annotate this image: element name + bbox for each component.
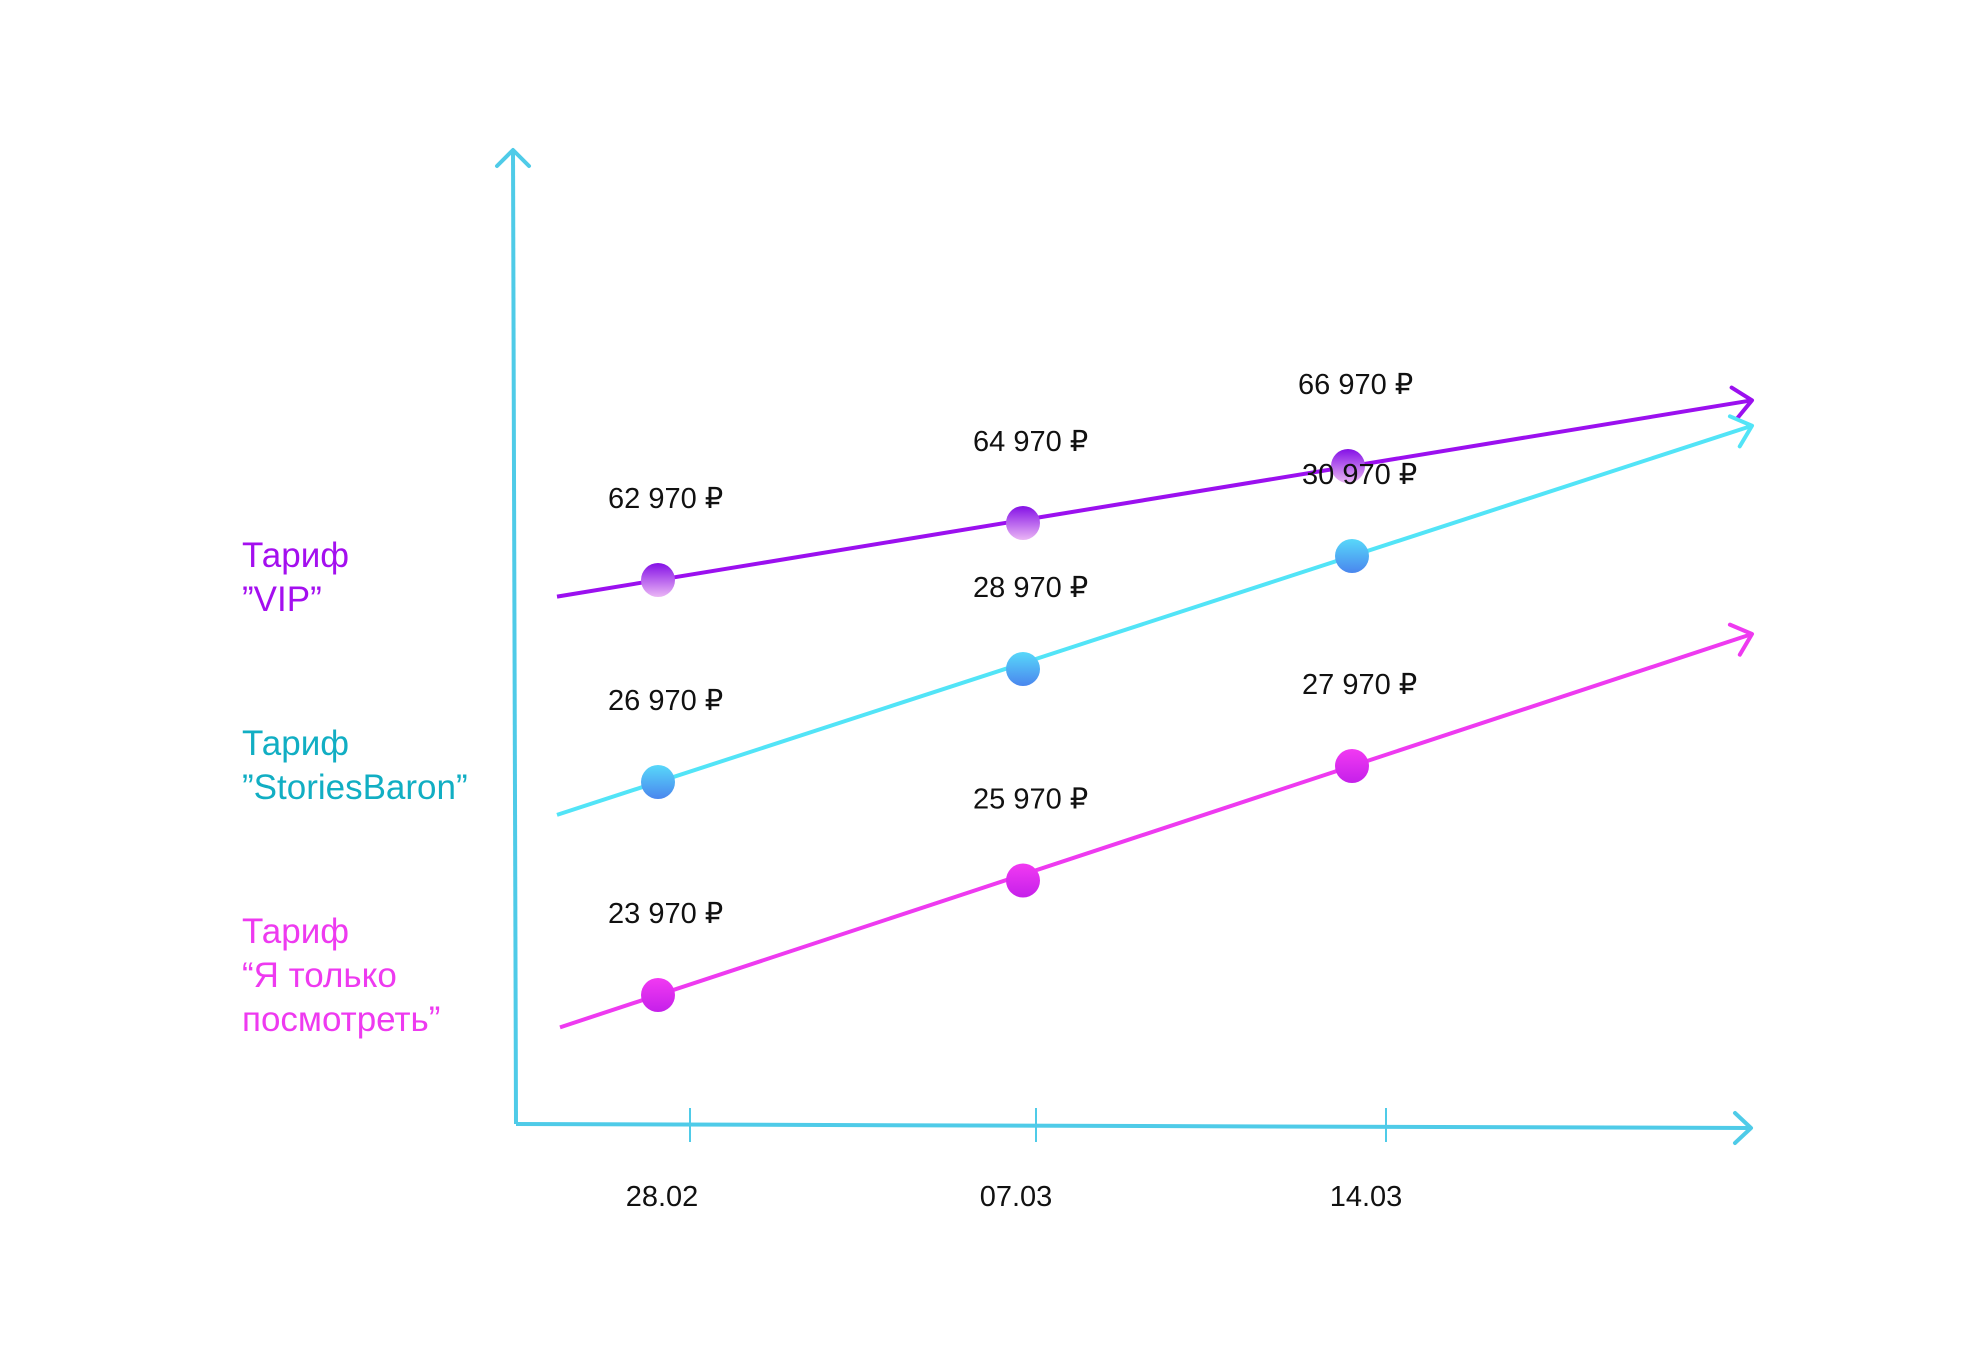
x-tick-label: 07.03 [980,1181,1053,1213]
data-point [641,765,675,799]
series-arrow-0 [1729,385,1754,421]
x-tick-label: 28.02 [626,1181,699,1213]
series-arrow-1 [1727,414,1754,449]
series-label-ya-tolko-posmotret: Тариф “Я только посмотреть” [242,912,441,1039]
data-point [1006,652,1040,686]
series-points [641,449,1369,1012]
data-label: 62 970 ₽ [608,483,723,515]
data-label: 23 970 ₽ [608,898,723,930]
y-axis-line [511,149,518,1125]
data-point [1006,863,1040,898]
x-axis-line [515,1122,1751,1130]
data-label: 26 970 ₽ [608,685,723,717]
series-line-0 [556,398,1753,599]
series-label-storiesbaron: Тариф ”StoriesBaron” [242,724,468,807]
data-point [1006,506,1040,540]
value-labels: 62 970 ₽ 64 970 ₽ 66 970 ₽ 26 970 ₽ 28 970 ₽… [608,369,1417,930]
data-point [1335,749,1369,783]
x-axis-arrow [1733,1111,1753,1145]
y-axis-arrow [495,148,531,168]
data-label: 64 970 ₽ [973,426,1088,458]
data-label: 25 970 ₽ [973,784,1088,816]
axes [495,148,1753,1145]
series-label-vip: Тариф ”VIP” [242,536,350,619]
data-label: 27 970 ₽ [1302,669,1417,701]
series-lines [556,385,1754,1030]
series-arrow-2 [1727,622,1754,657]
data-point [1331,449,1365,483]
data-point [1335,539,1369,573]
data-label: 28 970 ₽ [973,572,1088,604]
data-point [641,978,675,1012]
data-label: 30 970 ₽ [1302,459,1417,491]
x-axis-ticks: 28.02 07.03 14.03 [626,1108,1403,1213]
data-point [641,563,675,597]
x-tick-label: 14.03 [1330,1181,1403,1213]
series-line-1 [556,423,1753,817]
data-label: 66 970 ₽ [1298,369,1413,401]
series-line-2 [559,632,1753,1030]
